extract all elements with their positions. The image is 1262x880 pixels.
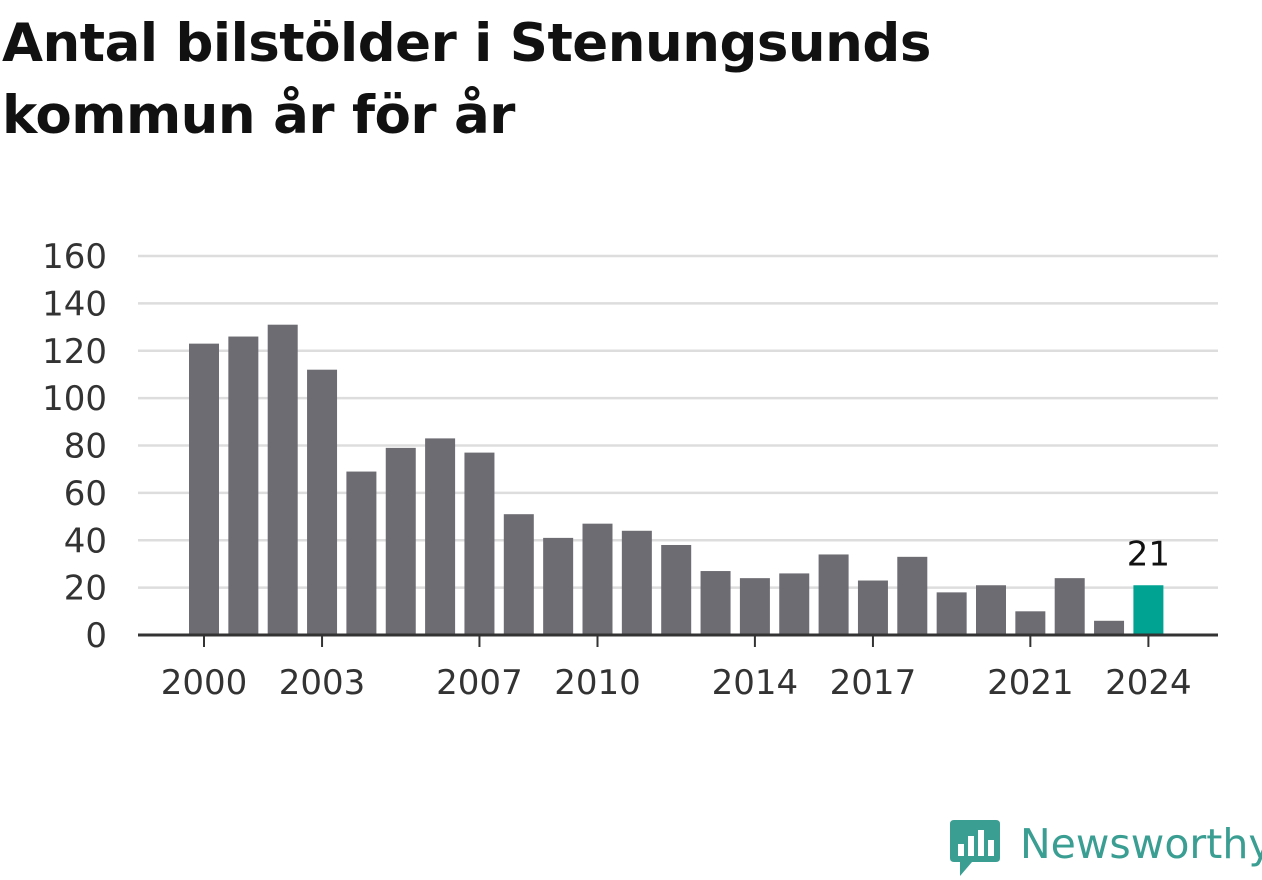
- gridlines: [138, 254, 1218, 589]
- x-tick-label: 2017: [830, 663, 917, 703]
- bars: [189, 324, 1164, 635]
- x-tick-label: 2000: [161, 663, 248, 703]
- y-tick-label: 80: [64, 427, 107, 467]
- bar: [307, 369, 338, 635]
- x-tick-label: 2024: [1105, 663, 1192, 703]
- bar: [897, 556, 928, 635]
- bar: [228, 336, 259, 635]
- bar: [385, 447, 416, 635]
- y-tick-label: 120: [42, 332, 107, 372]
- bar: [1054, 578, 1085, 635]
- chart-title: Antal bilstölder i Stenungsunds kommun å…: [2, 8, 1202, 152]
- bar: [267, 324, 298, 635]
- x-tick-label: 2021: [987, 663, 1074, 703]
- data-label: 21: [1127, 534, 1170, 574]
- newsworthy-logo: Newsworthy: [950, 818, 1262, 880]
- bar: [503, 514, 534, 635]
- bar: [621, 530, 652, 635]
- bar: [976, 585, 1006, 635]
- bar: [1015, 611, 1046, 635]
- bar: [582, 523, 613, 635]
- bar: [936, 592, 967, 635]
- y-tick-label: 0: [85, 616, 107, 656]
- brand-name: Newsworthy: [1020, 820, 1262, 868]
- bar: [857, 580, 888, 635]
- y-tick-label: 100: [42, 379, 107, 419]
- chart-title-line-1: Antal bilstölder i Stenungsunds: [2, 13, 931, 74]
- bar: [1094, 620, 1125, 635]
- x-tick-label: 2010: [554, 663, 641, 703]
- bar: [425, 438, 456, 635]
- bar: [700, 571, 731, 635]
- newsworthy-logo-icon: [950, 820, 1000, 876]
- bar: [543, 537, 574, 635]
- y-tick-label: 20: [64, 569, 107, 609]
- x-axis: [138, 633, 1218, 647]
- x-tick-label: 2003: [279, 663, 366, 703]
- x-tick-label: 2014: [712, 663, 799, 703]
- bar: [346, 471, 377, 635]
- bar: [661, 544, 692, 635]
- labels: 0 20 40 60 80 100 120 140 160 21 2000 2003 2007 2010 2…: [42, 237, 1192, 703]
- bar-highlighted: [1133, 585, 1164, 635]
- bar: [779, 573, 810, 635]
- bar: [189, 343, 219, 635]
- bar: [464, 452, 495, 635]
- x-tick-label: 2007: [436, 663, 523, 703]
- y-tick-label: 60: [64, 474, 107, 514]
- y-tick-label: 40: [64, 521, 107, 561]
- bar: [818, 554, 849, 635]
- y-tick-label: 160: [42, 237, 107, 277]
- chart-title-line-2: kommun år för år: [2, 85, 515, 146]
- y-tick-label: 140: [42, 284, 107, 324]
- bar: [739, 578, 770, 635]
